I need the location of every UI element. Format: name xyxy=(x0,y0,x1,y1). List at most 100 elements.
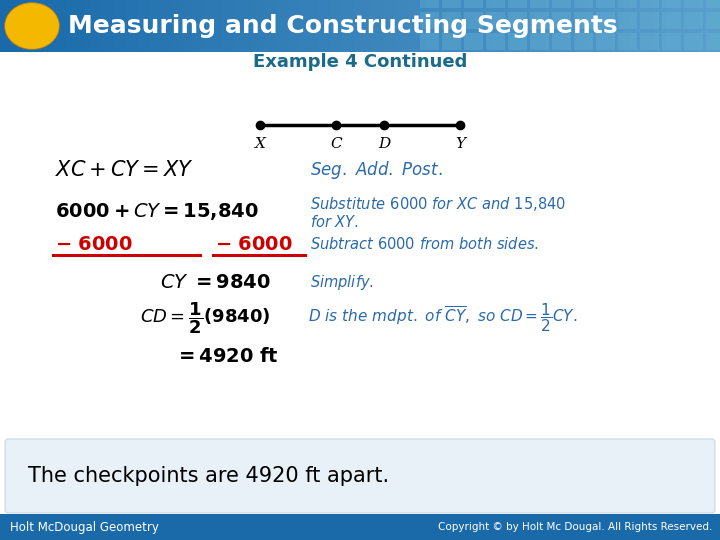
FancyBboxPatch shape xyxy=(216,0,222,52)
FancyBboxPatch shape xyxy=(486,0,492,52)
FancyBboxPatch shape xyxy=(462,0,468,52)
FancyBboxPatch shape xyxy=(48,0,54,52)
FancyBboxPatch shape xyxy=(252,0,258,52)
FancyBboxPatch shape xyxy=(384,0,390,52)
FancyBboxPatch shape xyxy=(640,33,659,50)
FancyBboxPatch shape xyxy=(72,0,78,52)
FancyBboxPatch shape xyxy=(324,0,330,52)
FancyBboxPatch shape xyxy=(630,0,636,52)
FancyBboxPatch shape xyxy=(420,0,426,52)
FancyBboxPatch shape xyxy=(6,0,12,52)
Text: D: D xyxy=(378,137,390,151)
FancyBboxPatch shape xyxy=(600,0,606,52)
FancyBboxPatch shape xyxy=(264,0,270,52)
FancyBboxPatch shape xyxy=(662,12,681,29)
Ellipse shape xyxy=(6,4,58,48)
FancyBboxPatch shape xyxy=(24,0,30,52)
FancyBboxPatch shape xyxy=(534,0,540,52)
Text: Y: Y xyxy=(455,137,465,151)
FancyBboxPatch shape xyxy=(354,0,360,52)
FancyBboxPatch shape xyxy=(60,0,66,52)
FancyBboxPatch shape xyxy=(180,0,186,52)
FancyBboxPatch shape xyxy=(426,0,432,52)
FancyBboxPatch shape xyxy=(336,0,342,52)
Text: $\it{Simplify.}$: $\it{Simplify.}$ xyxy=(310,273,374,292)
FancyBboxPatch shape xyxy=(666,0,672,52)
FancyBboxPatch shape xyxy=(312,0,318,52)
FancyBboxPatch shape xyxy=(552,12,571,29)
FancyBboxPatch shape xyxy=(498,0,504,52)
FancyBboxPatch shape xyxy=(662,33,681,50)
FancyBboxPatch shape xyxy=(530,33,549,50)
FancyBboxPatch shape xyxy=(330,0,336,52)
FancyBboxPatch shape xyxy=(420,33,439,50)
FancyBboxPatch shape xyxy=(12,0,18,52)
FancyBboxPatch shape xyxy=(582,0,588,52)
FancyBboxPatch shape xyxy=(306,0,312,52)
FancyBboxPatch shape xyxy=(54,0,60,52)
Text: $\it{for\ XY.}$: $\it{for\ XY.}$ xyxy=(310,214,359,230)
FancyBboxPatch shape xyxy=(78,0,84,52)
FancyBboxPatch shape xyxy=(144,0,150,52)
FancyBboxPatch shape xyxy=(596,0,615,8)
FancyBboxPatch shape xyxy=(174,0,180,52)
FancyBboxPatch shape xyxy=(706,33,720,50)
FancyBboxPatch shape xyxy=(486,0,505,8)
Ellipse shape xyxy=(6,4,58,48)
Text: $\mathbf{= 4920\ ft}$: $\mathbf{= 4920\ ft}$ xyxy=(175,348,279,367)
FancyBboxPatch shape xyxy=(270,0,276,52)
FancyBboxPatch shape xyxy=(318,0,324,52)
FancyBboxPatch shape xyxy=(442,12,461,29)
FancyBboxPatch shape xyxy=(396,0,402,52)
FancyBboxPatch shape xyxy=(360,0,366,52)
FancyBboxPatch shape xyxy=(0,0,6,52)
FancyBboxPatch shape xyxy=(640,12,659,29)
FancyBboxPatch shape xyxy=(618,0,624,52)
FancyBboxPatch shape xyxy=(66,0,72,52)
FancyBboxPatch shape xyxy=(594,0,600,52)
Text: $XC + CY = XY$: $XC + CY = XY$ xyxy=(55,160,194,180)
FancyBboxPatch shape xyxy=(624,0,630,52)
FancyBboxPatch shape xyxy=(702,0,708,52)
FancyBboxPatch shape xyxy=(474,0,480,52)
FancyBboxPatch shape xyxy=(132,0,138,52)
FancyBboxPatch shape xyxy=(636,0,642,52)
FancyBboxPatch shape xyxy=(150,0,156,52)
FancyBboxPatch shape xyxy=(414,0,420,52)
FancyBboxPatch shape xyxy=(570,0,576,52)
FancyBboxPatch shape xyxy=(706,12,720,29)
FancyBboxPatch shape xyxy=(126,0,132,52)
FancyBboxPatch shape xyxy=(456,0,462,52)
FancyBboxPatch shape xyxy=(0,52,720,514)
FancyBboxPatch shape xyxy=(672,0,678,52)
FancyBboxPatch shape xyxy=(508,12,527,29)
FancyBboxPatch shape xyxy=(510,0,516,52)
FancyBboxPatch shape xyxy=(228,0,234,52)
FancyBboxPatch shape xyxy=(372,0,378,52)
Text: X: X xyxy=(255,137,266,151)
FancyBboxPatch shape xyxy=(618,33,637,50)
FancyBboxPatch shape xyxy=(366,0,372,52)
FancyBboxPatch shape xyxy=(660,0,666,52)
FancyBboxPatch shape xyxy=(480,0,486,52)
FancyBboxPatch shape xyxy=(246,0,252,52)
FancyBboxPatch shape xyxy=(574,33,593,50)
FancyBboxPatch shape xyxy=(96,0,102,52)
FancyBboxPatch shape xyxy=(618,0,637,8)
FancyBboxPatch shape xyxy=(168,0,174,52)
FancyBboxPatch shape xyxy=(192,0,198,52)
Text: $\it{D\ is\ the\ mdpt.\ of}\ \overline{\it{CY}}\it{,\ so\ }CD = \dfrac{1}{2}CY.$: $\it{D\ is\ the\ mdpt.\ of}\ \overline{\… xyxy=(308,302,577,334)
FancyBboxPatch shape xyxy=(486,12,505,29)
FancyBboxPatch shape xyxy=(444,0,450,52)
Text: C: C xyxy=(330,137,342,151)
FancyBboxPatch shape xyxy=(708,0,714,52)
FancyBboxPatch shape xyxy=(612,0,618,52)
FancyBboxPatch shape xyxy=(432,0,438,52)
Text: $\mathbf{6000 + }$$\mathit{CY}$$\mathbf{= 15{,}840}$: $\mathbf{6000 + }$$\mathit{CY}$$\mathbf{… xyxy=(55,201,259,222)
Text: The checkpoints are 4920 ft apart.: The checkpoints are 4920 ft apart. xyxy=(28,466,389,486)
FancyBboxPatch shape xyxy=(684,0,703,8)
FancyBboxPatch shape xyxy=(516,0,522,52)
FancyBboxPatch shape xyxy=(156,0,162,52)
FancyBboxPatch shape xyxy=(690,0,696,52)
FancyBboxPatch shape xyxy=(102,0,108,52)
